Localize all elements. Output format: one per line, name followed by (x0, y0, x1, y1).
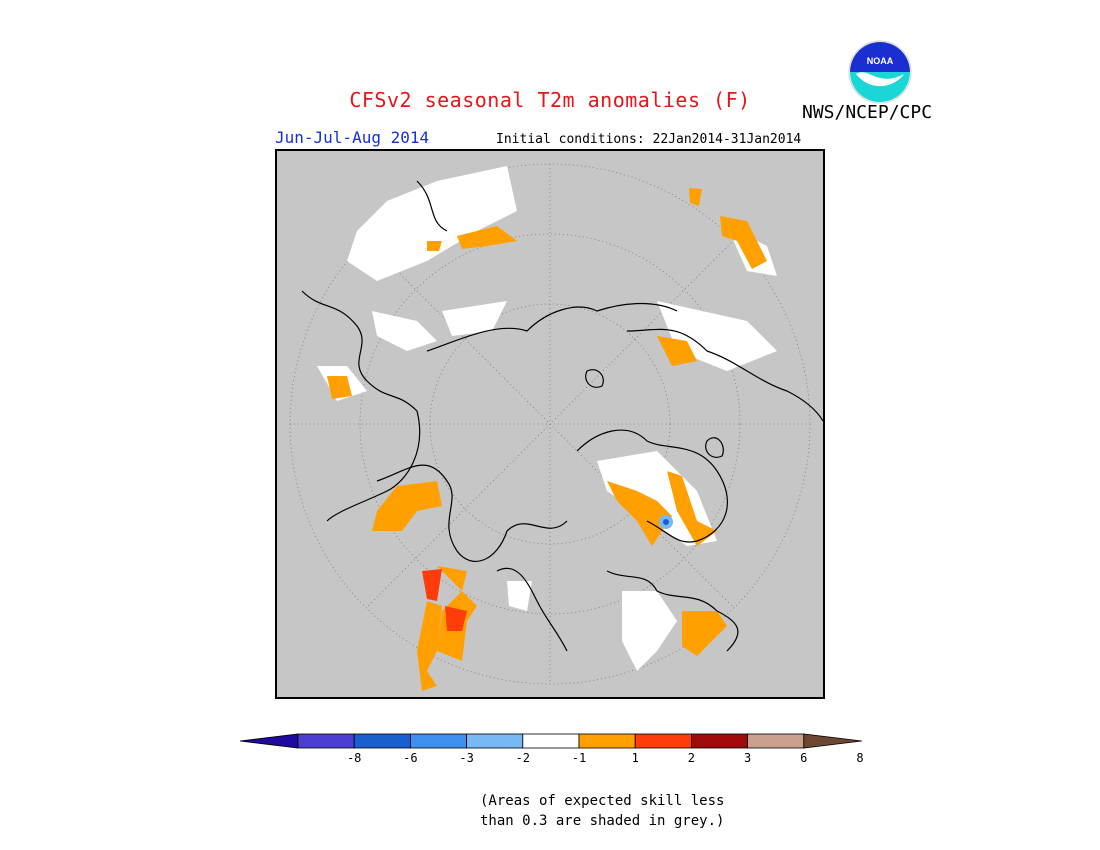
noaa-logo: NOAA (848, 40, 912, 104)
skill-note-line2: than 0.3 are shaded in grey.) (480, 813, 725, 829)
colorbar-swatch (522, 733, 580, 749)
page-title: CFSv2 seasonal T2m anomalies (F) (349, 88, 751, 112)
colorbar-tick-label: -6 (403, 751, 418, 765)
graticule (289, 163, 811, 685)
colorbar-tick-label: 1 (631, 751, 639, 765)
colorbar-tick-label: -2 (515, 751, 531, 765)
colorbar-arrow-left (239, 733, 299, 749)
colorbar-swatch (353, 733, 411, 749)
near-normal-regions (317, 166, 777, 671)
svg-text:NOAA: NOAA (867, 56, 894, 66)
colorbar-swatch (297, 733, 355, 749)
polar-map (275, 149, 825, 699)
season-label: Jun-Jul-Aug 2014 (275, 128, 430, 147)
skill-note-line1: (Areas of expected skill less (480, 793, 725, 809)
colorbar-arrow-right (803, 733, 862, 749)
colorbar-swatch (634, 733, 692, 749)
initial-conditions-label: Initial conditions: 22Jan2014-31Jan2014 (496, 132, 802, 147)
colorbar-tick-label: -8 (346, 751, 362, 765)
colorbar-swatch (409, 733, 467, 749)
warm-anomaly-regions (327, 188, 767, 691)
colorbar-tick-label: -1 (571, 751, 587, 765)
skill-note: (Areas of expected skill less than 0.3 a… (480, 791, 724, 831)
colorbar-tick-label: 2 (687, 751, 696, 765)
polar-map-svg (289, 163, 823, 691)
agency-label: NWS/NCEP/CPC (802, 102, 933, 123)
colorbar-swatch (747, 733, 805, 749)
colorbar-swatch (578, 733, 636, 749)
colorbar-swatch (466, 733, 524, 749)
colorbar-tick-label: 6 (800, 751, 808, 765)
hot-anomaly-regions (422, 569, 467, 631)
colorbar-tick-label: 3 (743, 751, 752, 765)
colorbar (239, 733, 862, 755)
colorbar-tick-label: -3 (459, 751, 474, 765)
colorbar-tick-label: 8 (856, 751, 864, 765)
terrain-hatching (648, 461, 668, 501)
colorbar-svg (239, 733, 862, 749)
cool-anomaly-spot (659, 515, 673, 529)
colorbar-swatch (690, 733, 748, 749)
coastlines (301, 180, 823, 652)
